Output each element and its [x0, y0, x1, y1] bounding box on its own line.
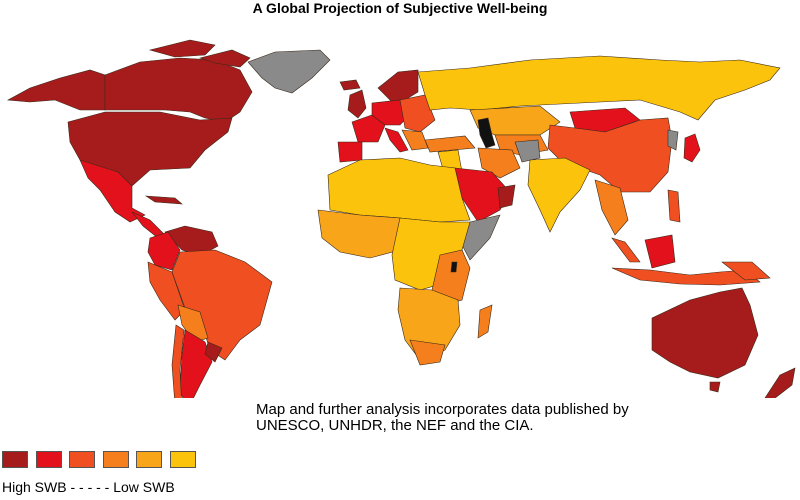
region-france	[351, 114, 386, 143]
data-source-credit: Map and further analysis incorporates da…	[256, 402, 756, 434]
legend-high-label: High SWB	[2, 479, 67, 495]
region-korea	[667, 129, 679, 151]
region-central-america	[131, 211, 166, 239]
region-canada-islands-2	[198, 49, 251, 68]
credit-line-2: UNESCO, UNHDR, the NEF and the CIA.	[256, 417, 534, 434]
legend-swatch-4	[102, 451, 129, 468]
region-colombia	[147, 231, 181, 271]
region-tasmania	[709, 381, 721, 393]
region-cuba	[144, 195, 183, 205]
region-india	[527, 157, 591, 233]
region-madagascar	[477, 304, 493, 339]
region-new-zealand	[764, 367, 796, 398]
credit-line-1: Map and further analysis incorporates da…	[256, 401, 629, 418]
region-philippines	[667, 189, 681, 223]
world-map	[6, 39, 796, 398]
region-iran	[477, 147, 521, 179]
region-malay	[611, 237, 641, 263]
map-legend: High SWB - - - - - Low SWB	[2, 451, 203, 495]
map-title: A Global Projection of Subjective Well-b…	[252, 0, 548, 16]
region-brazil	[171, 249, 273, 361]
region-uk	[347, 89, 367, 119]
region-south-africa	[409, 339, 446, 366]
region-indochina	[594, 179, 629, 236]
region-russia	[417, 55, 781, 121]
region-lake	[450, 261, 458, 273]
region-balkans	[401, 129, 429, 151]
region-greenland	[247, 49, 331, 94]
region-venezuela	[164, 225, 219, 257]
region-iceland	[339, 79, 361, 91]
region-oman	[497, 184, 516, 209]
region-iberia	[337, 141, 363, 163]
region-chile	[171, 324, 185, 398]
legend-swatch-2	[35, 451, 62, 468]
legend-swatch-5	[136, 451, 162, 468]
legend-low-label: Low SWB	[113, 479, 175, 495]
legend-swatch-1	[2, 451, 28, 468]
region-caspian	[477, 117, 496, 149]
region-afghanistan	[514, 139, 541, 163]
legend-swatch-6	[169, 451, 196, 468]
legend-labels: High SWB - - - - - Low SWB	[2, 479, 203, 495]
region-new-guinea	[721, 261, 771, 281]
region-scandinavia	[377, 69, 419, 103]
region-japan	[683, 133, 701, 163]
region-turkey	[424, 135, 476, 153]
region-eastern-europe	[399, 94, 436, 133]
region-alaska	[6, 69, 106, 111]
legend-dashes: - - - - -	[70, 479, 110, 495]
region-canada-islands	[148, 39, 216, 58]
region-australia	[651, 287, 759, 379]
legend-swatch-3	[69, 451, 95, 468]
region-uruguay	[204, 341, 223, 363]
region-italy	[384, 127, 409, 153]
region-north-africa	[327, 157, 471, 223]
legend-swatches	[2, 451, 203, 468]
region-west-africa	[317, 209, 401, 259]
region-canada	[104, 57, 253, 123]
region-borneo	[644, 234, 676, 269]
